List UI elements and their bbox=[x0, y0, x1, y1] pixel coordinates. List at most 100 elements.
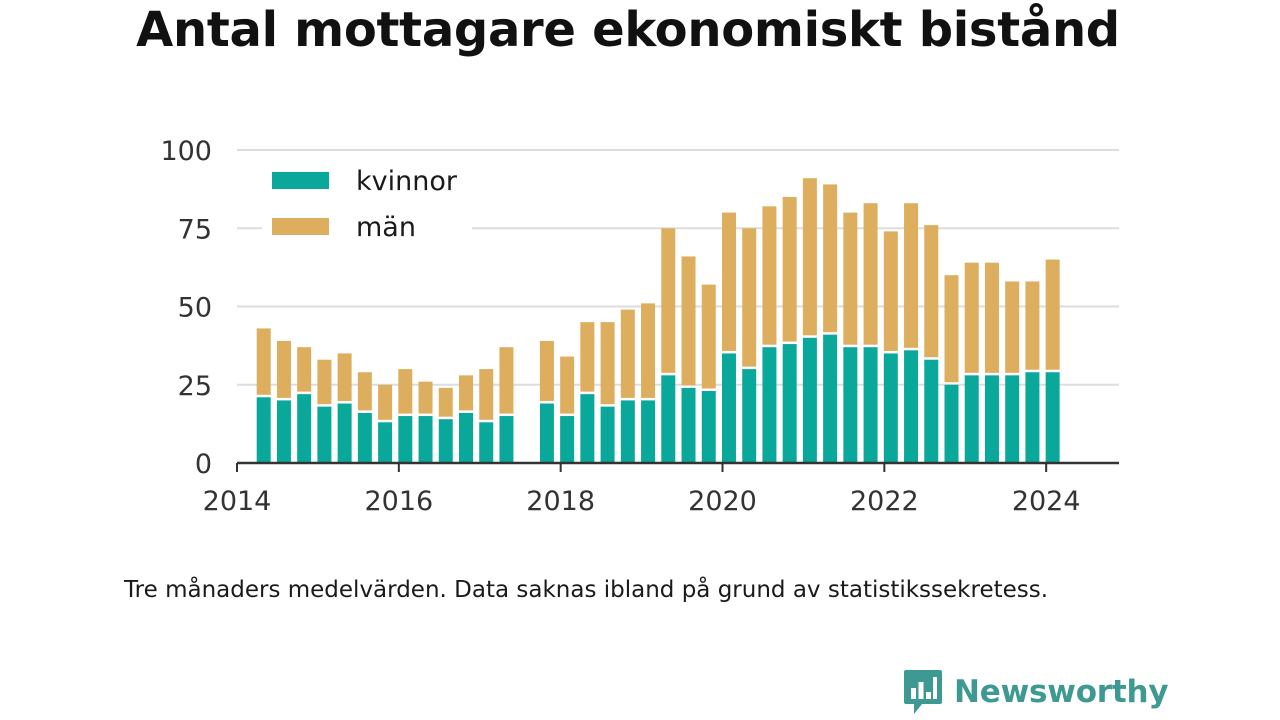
brand-name: Newsworthy bbox=[954, 674, 1169, 710]
bar-kvinnor bbox=[458, 412, 473, 463]
bar-kvinnor bbox=[1005, 375, 1020, 463]
bar-kvinnor bbox=[742, 369, 757, 463]
x-tick-label: 2016 bbox=[364, 486, 433, 517]
bar-kvinnor bbox=[418, 416, 433, 463]
bar-kvinnor bbox=[802, 337, 817, 463]
bar-man bbox=[276, 340, 291, 398]
bar-kvinnor bbox=[499, 416, 514, 463]
bars bbox=[256, 178, 1060, 463]
bar-man bbox=[398, 369, 413, 414]
bar-man bbox=[479, 369, 494, 420]
chart-title: Antal mottagare ekonomiskt bistånd bbox=[136, 2, 1120, 58]
bar-kvinnor bbox=[620, 400, 635, 463]
bar-man bbox=[256, 328, 271, 395]
bar-man bbox=[378, 384, 393, 420]
bar-man bbox=[742, 228, 757, 367]
bar-kvinnor bbox=[438, 419, 453, 463]
bar-kvinnor bbox=[843, 347, 858, 463]
bar-man bbox=[863, 203, 878, 345]
legend-label-kvinnor: kvinnor bbox=[356, 166, 458, 197]
bar-kvinnor bbox=[600, 406, 615, 463]
bar-man bbox=[600, 322, 615, 405]
bar-kvinnor bbox=[984, 375, 999, 463]
bar-man bbox=[337, 353, 352, 402]
bar-kvinnor bbox=[964, 375, 979, 463]
bar-man bbox=[904, 203, 919, 348]
bar-man bbox=[418, 381, 433, 414]
bar-kvinnor bbox=[823, 334, 838, 463]
bar-kvinnor bbox=[904, 350, 919, 463]
legend: kvinnor män bbox=[262, 162, 472, 244]
bar-man bbox=[762, 206, 777, 345]
bar-man bbox=[944, 275, 959, 383]
bar-man bbox=[357, 372, 372, 411]
bar-man bbox=[1025, 281, 1040, 370]
bar-kvinnor bbox=[883, 353, 898, 463]
bar-man bbox=[823, 184, 838, 333]
bar-man bbox=[843, 212, 858, 345]
bar-kvinnor bbox=[661, 375, 676, 463]
x-tick-label: 2014 bbox=[203, 486, 272, 517]
legend-swatch-kvinnor bbox=[272, 172, 329, 189]
bar-man bbox=[681, 256, 696, 386]
x-tick-label: 2024 bbox=[1012, 486, 1081, 517]
bar-kvinnor bbox=[560, 416, 575, 463]
bar-kvinnor bbox=[1025, 372, 1040, 463]
bar-man bbox=[782, 196, 797, 342]
bar-kvinnor bbox=[317, 406, 332, 463]
y-tick-label: 25 bbox=[178, 371, 212, 402]
bar-man bbox=[539, 340, 554, 402]
bar-kvinnor bbox=[863, 347, 878, 463]
bar-man bbox=[499, 347, 514, 414]
bar-man bbox=[661, 228, 676, 373]
bar-kvinnor bbox=[479, 422, 494, 463]
bar-man bbox=[641, 303, 656, 398]
bar-kvinnor bbox=[721, 353, 736, 463]
y-tick-label: 100 bbox=[160, 136, 212, 167]
bar-man bbox=[984, 262, 999, 373]
bar-kvinnor bbox=[378, 422, 393, 463]
bar-man bbox=[297, 347, 312, 392]
bar-kvinnor bbox=[944, 384, 959, 463]
bar-man bbox=[924, 225, 939, 358]
legend-label-man: män bbox=[356, 212, 416, 243]
bar-man bbox=[438, 387, 453, 417]
x-tick-label: 2020 bbox=[688, 486, 757, 517]
bar-kvinnor bbox=[539, 403, 554, 463]
bar-man bbox=[802, 178, 817, 336]
y-tick-label: 75 bbox=[178, 214, 212, 245]
bar-man bbox=[883, 231, 898, 351]
bar-kvinnor bbox=[1045, 372, 1060, 463]
bar-man bbox=[1005, 281, 1020, 373]
bar-man bbox=[560, 356, 575, 414]
bar-kvinnor bbox=[256, 397, 271, 463]
bar-man bbox=[964, 262, 979, 373]
bar-chart-speech-bubble-icon bbox=[904, 670, 942, 714]
axes: 0 25 50 75 100 2014 2016 2018 2020 2022 2024 bbox=[160, 136, 1119, 517]
bar-kvinnor bbox=[762, 347, 777, 463]
bar-kvinnor bbox=[782, 344, 797, 463]
bar-kvinnor bbox=[398, 416, 413, 463]
bar-kvinnor bbox=[337, 403, 352, 463]
y-tick-label: 50 bbox=[178, 293, 212, 324]
bar-man bbox=[317, 359, 332, 405]
x-tick-label: 2022 bbox=[850, 486, 919, 517]
bar-kvinnor bbox=[297, 394, 312, 463]
bar-kvinnor bbox=[641, 400, 656, 463]
bar-kvinnor bbox=[681, 387, 696, 463]
bar-man bbox=[1045, 259, 1060, 370]
bar-kvinnor bbox=[357, 412, 372, 463]
stacked-bar-chart: 0 25 50 75 100 2014 2016 2018 2020 2022 2024 kvinn… bbox=[160, 136, 1119, 517]
bar-kvinnor bbox=[580, 394, 595, 463]
bar-man bbox=[701, 284, 716, 389]
bar-man bbox=[458, 375, 473, 411]
brand-logo: Newsworthy bbox=[902, 668, 1169, 716]
x-tick-label: 2018 bbox=[526, 486, 595, 517]
legend-swatch-man bbox=[272, 218, 329, 235]
bar-man bbox=[620, 309, 635, 398]
bar-kvinnor bbox=[701, 391, 716, 463]
bar-man bbox=[721, 212, 736, 351]
bar-kvinnor bbox=[924, 359, 939, 463]
bar-kvinnor bbox=[276, 400, 291, 463]
bar-man bbox=[580, 322, 595, 392]
